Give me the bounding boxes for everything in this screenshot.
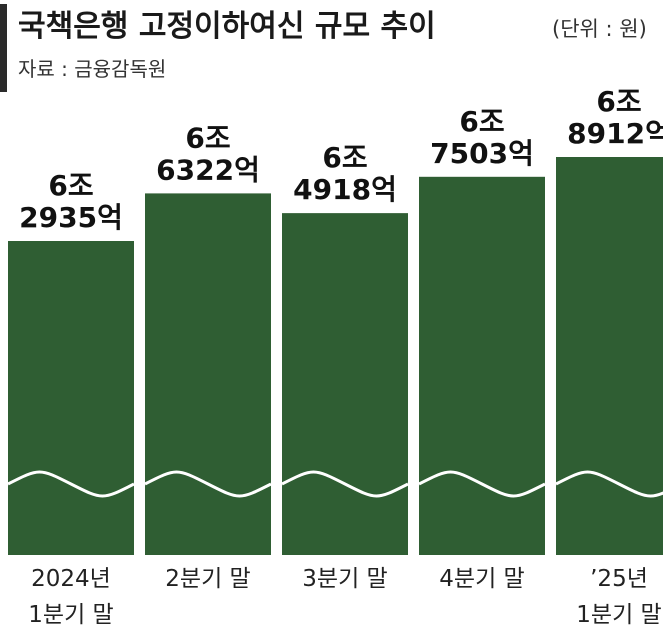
bar (419, 176, 545, 555)
category-label: ’25년 (590, 566, 648, 592)
category-label: 1분기 말 (28, 602, 113, 628)
data-label: 6조 (322, 141, 367, 174)
category-label: 4분기 말 (439, 566, 524, 592)
source-label: 자료 : 금융감독원 (18, 57, 166, 81)
title-accent-bar (0, 4, 7, 92)
category-label: 2024년 (31, 566, 111, 592)
bar (556, 157, 663, 555)
data-label: 4918억 (293, 173, 397, 206)
data-label: 2935억 (19, 201, 123, 234)
bar (8, 241, 134, 555)
axis-break-wave (281, 470, 409, 498)
axis-break-wave (555, 470, 663, 498)
data-label: 6조 (48, 169, 93, 202)
data-label: 6조 (596, 85, 641, 118)
data-label: 6322억 (156, 153, 260, 186)
axis-break-wave (144, 470, 272, 498)
data-label: 8912억 (567, 117, 663, 150)
category-label: 2분기 말 (165, 566, 250, 592)
data-label: 7503억 (430, 137, 534, 170)
bar (145, 193, 271, 555)
chart-title: 국책은행 고정이하여신 규모 추이 (18, 9, 436, 44)
category-label: 1분기 말 (576, 602, 661, 628)
data-label: 6조 (185, 121, 230, 154)
axis-break-wave (7, 470, 135, 498)
unit-label: (단위 : 원) (552, 17, 647, 41)
axis-break-wave (418, 470, 546, 498)
category-label: 3분기 말 (302, 566, 387, 592)
bar (282, 213, 408, 555)
data-label: 6조 (459, 105, 504, 138)
